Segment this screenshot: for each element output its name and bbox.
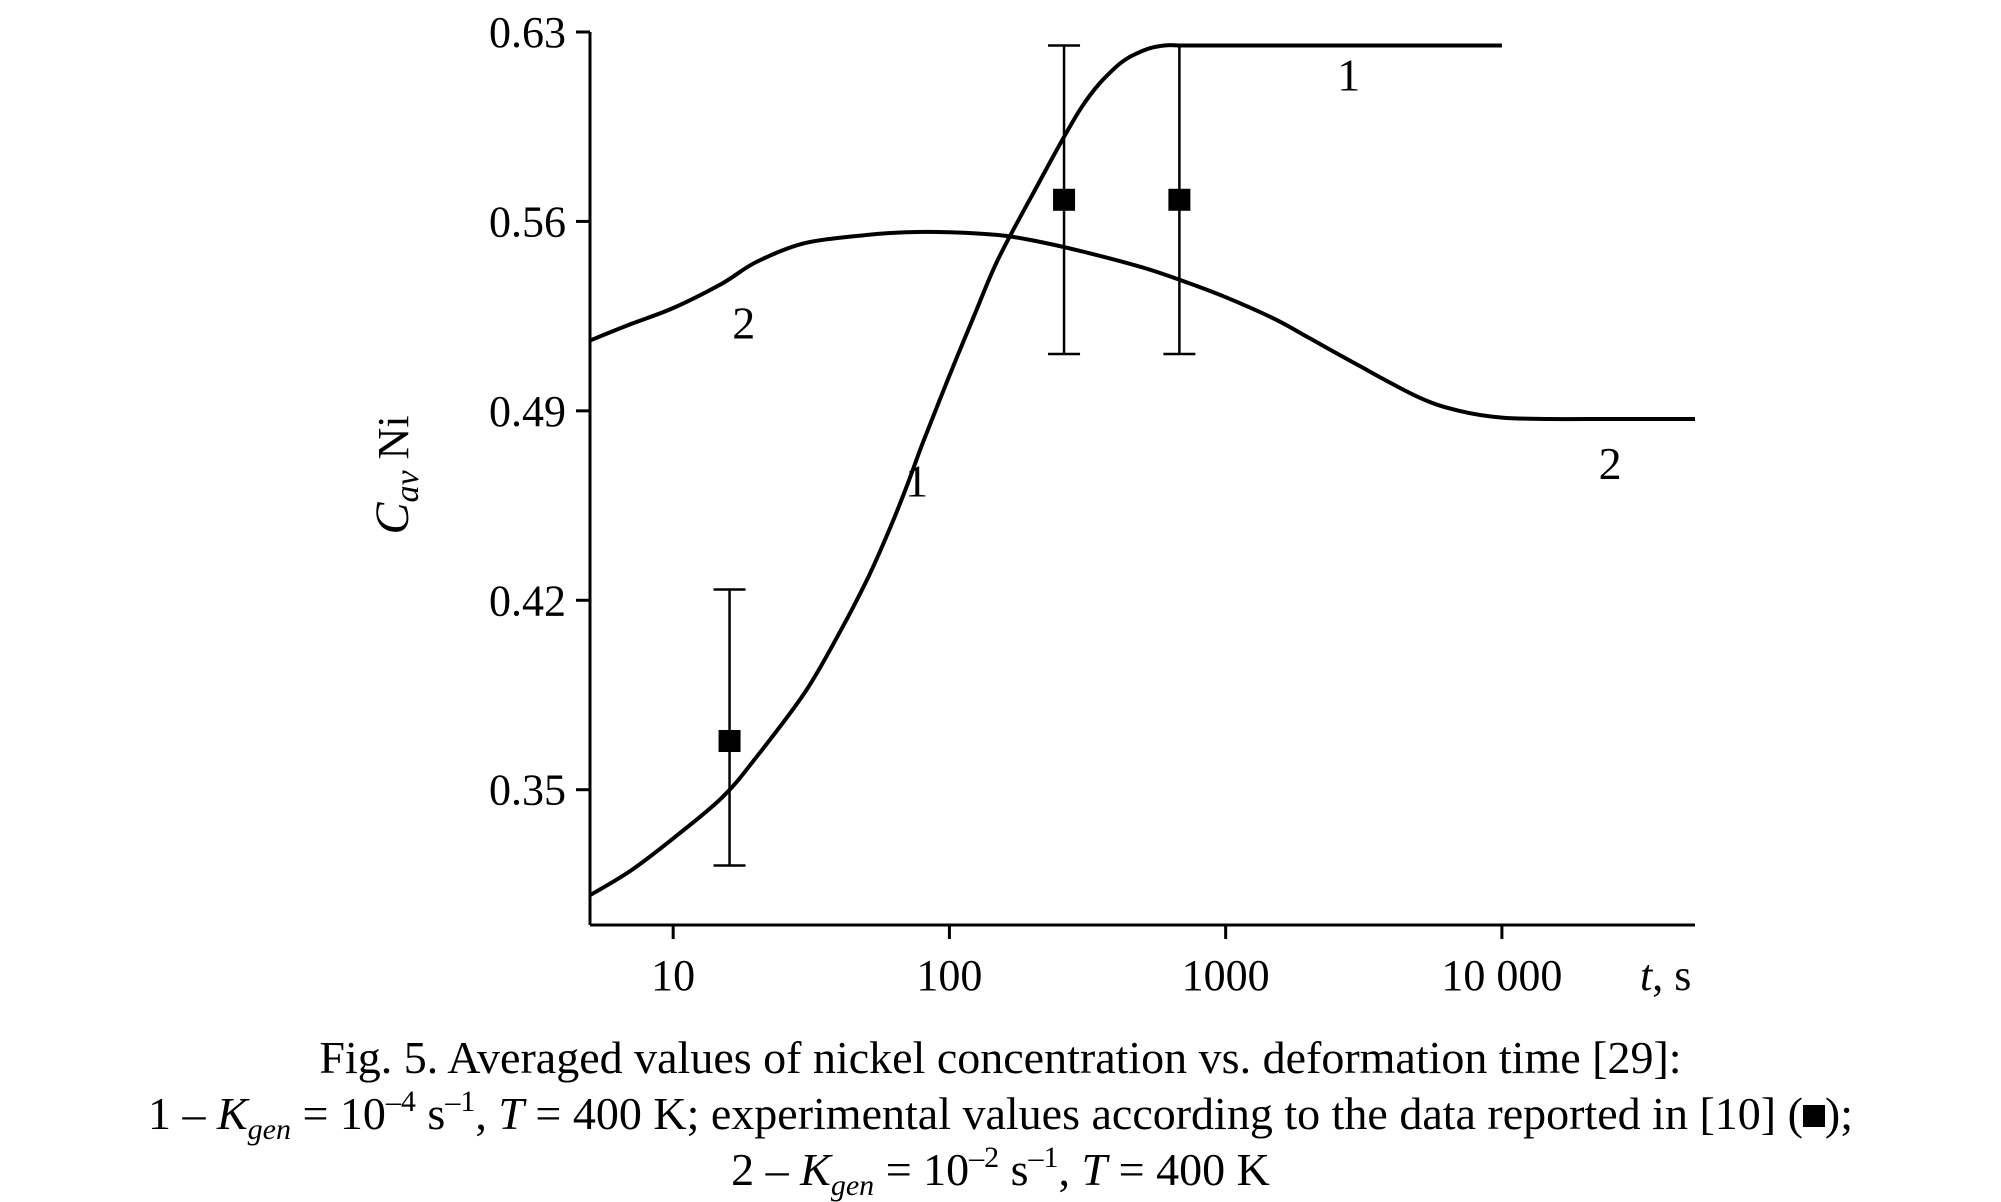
chart: 0.35 0.42 0.49 0.56 0.63 10 100 1000 10 000 1 1 2 2… [366, 8, 1695, 1000]
caption-text: = 400 K; experimental values according t… [523, 1088, 1803, 1139]
series-label-2: 2 [732, 298, 755, 349]
x-axis-label-var: t [1640, 951, 1654, 1000]
y-axis-label-element: Ni [369, 415, 418, 470]
figure-caption: Fig. 5. Averaged values of nickel concen… [0, 1030, 2001, 1201]
y-tick-label: 0.42 [489, 576, 566, 625]
y-tick-label: 0.35 [489, 766, 566, 815]
y-tick-label: 0.56 [489, 197, 566, 246]
series-label-2: 2 [1599, 438, 1622, 489]
caption-text: = 400 K [1107, 1144, 1270, 1195]
data-point [718, 729, 741, 752]
caption-line-1: Fig. 5. Averaged values of nickel concen… [0, 1030, 2001, 1086]
caption-subscript: gen [830, 1169, 875, 1202]
series-label-1: 1 [1337, 50, 1360, 101]
y-axis-label-main: C [366, 502, 419, 535]
x-tick-label: 10 [651, 951, 695, 1000]
caption-title: Fig. 5. Averaged values of nickel concen… [319, 1032, 1682, 1083]
caption-symbol: T [1081, 1144, 1108, 1195]
caption-superscript: –2 [969, 1141, 1000, 1174]
axes: 0.35 0.42 0.49 0.56 0.63 10 100 1000 10 000 [489, 8, 1695, 1000]
series-layer: 1 1 2 2 [588, 43, 1695, 897]
caption-symbol: K [800, 1144, 831, 1195]
caption-line-2: 1 – Kgen = 10–4 s–1, T = 400 K; experime… [0, 1085, 2001, 1145]
experimental-points [713, 44, 1196, 867]
caption-text: s [999, 1144, 1029, 1195]
caption-text: , [1058, 1144, 1082, 1195]
caption-superscript: –1 [1028, 1141, 1059, 1174]
series-label-1: 1 [905, 456, 928, 507]
x-tick-label: 10 000 [1441, 951, 1562, 1000]
series-line-2 [589, 229, 1695, 422]
y-tick-label: 0.63 [489, 8, 566, 57]
caption-text: ); [1824, 1088, 1854, 1139]
data-point [1053, 188, 1076, 211]
caption-superscript: –4 [385, 1085, 416, 1118]
series-line-1 [588, 43, 1502, 897]
caption-text: , [475, 1088, 499, 1139]
square-marker-icon [1802, 1105, 1825, 1127]
caption-symbol: T [498, 1088, 524, 1139]
caption-superscript: –1 [445, 1085, 476, 1118]
caption-text: 2 – [731, 1144, 801, 1195]
x-axis-label: t, s [1640, 951, 1691, 1000]
x-axis-label-unit: , s [1652, 951, 1691, 1000]
caption-line-3: 2 – Kgen = 10–2 s–1, T = 400 K [0, 1141, 2001, 1201]
caption-text: 1 – [147, 1088, 217, 1139]
caption-text: s [415, 1088, 446, 1139]
data-point [1168, 188, 1191, 211]
caption-subscript: gen [247, 1113, 291, 1146]
y-axis-label: Cav Ni [366, 415, 426, 534]
caption-symbol: K [216, 1088, 248, 1139]
x-tick-label: 100 [916, 951, 982, 1000]
y-tick-label: 0.49 [489, 387, 566, 436]
caption-text: = 10 [290, 1088, 386, 1139]
caption-text: = 10 [874, 1144, 970, 1195]
x-tick-label: 1000 [1182, 951, 1270, 1000]
y-axis-label-sub: av [389, 470, 426, 503]
